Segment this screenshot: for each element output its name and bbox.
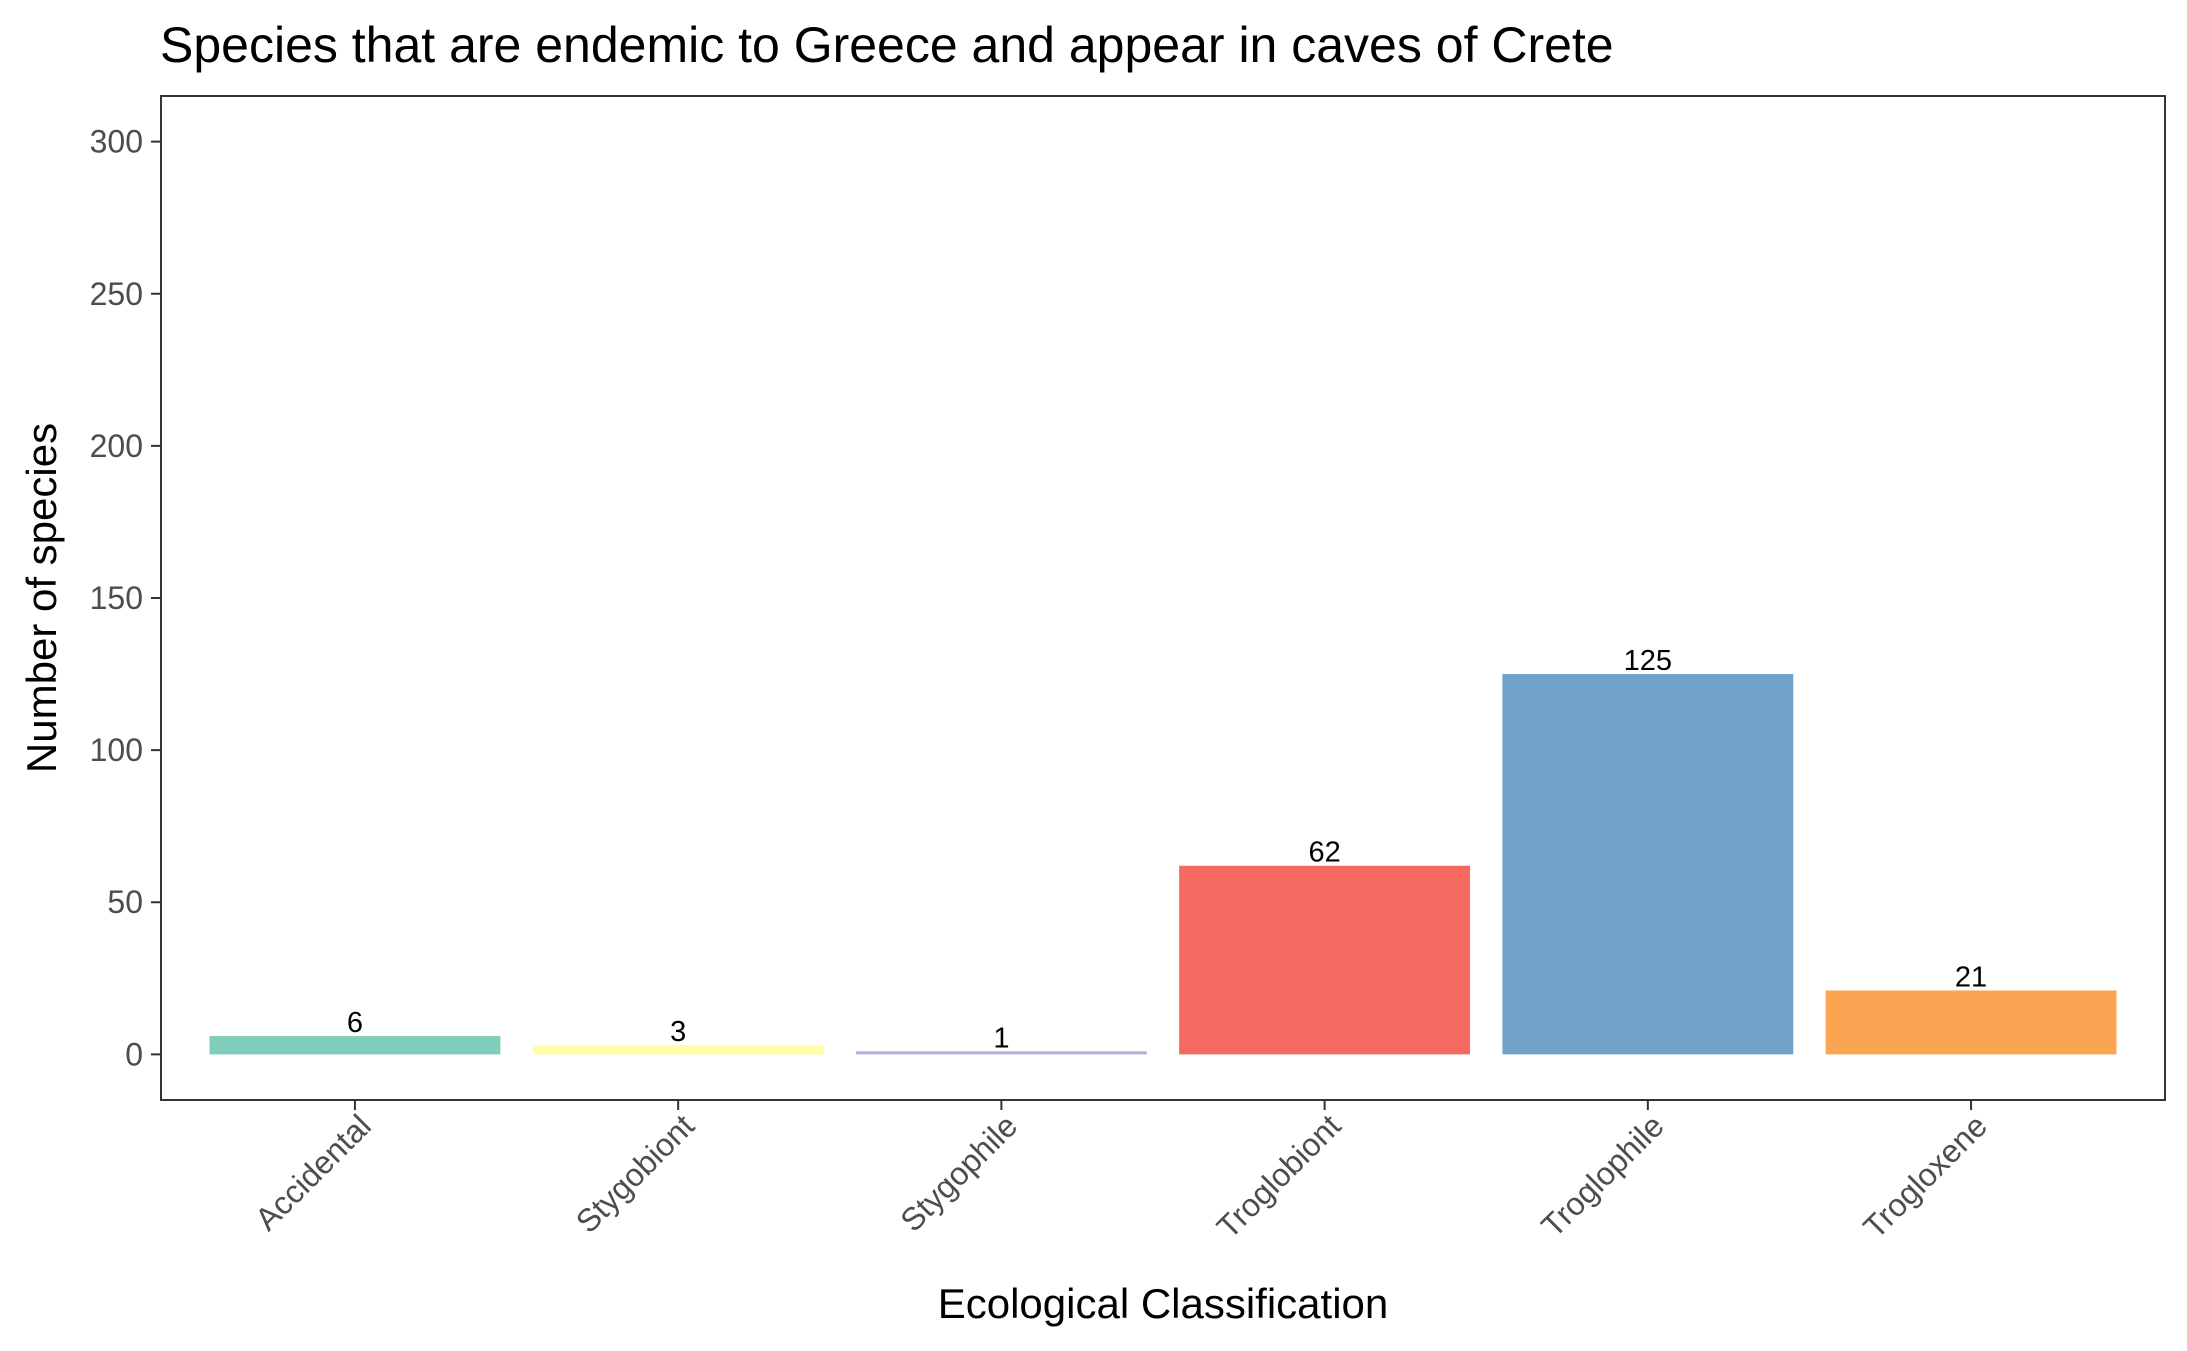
y-tick-label: 100 <box>90 732 143 768</box>
x-tick-label: Stygophile <box>893 1107 1024 1238</box>
y-axis-ticks <box>151 140 161 1056</box>
bar-troglobiont <box>1179 865 1471 1055</box>
bar-value-label: 3 <box>670 1016 686 1048</box>
y-axis-tick-labels: 0 50 100 150 200 250 300 <box>90 124 143 1073</box>
bar-accidental <box>209 1036 501 1055</box>
bar-stygobiont <box>532 1045 824 1055</box>
bar-value-label: 6 <box>347 1007 363 1039</box>
x-axis-tick-labels: Accidental Stygobiont Stygophile Troglobion… <box>248 1107 1994 1245</box>
x-tick-label: Accidental <box>248 1107 378 1237</box>
y-tick-label: 0 <box>125 1036 143 1072</box>
bar-stygophile <box>855 1051 1147 1055</box>
y-axis-title: Number of species <box>18 423 65 773</box>
bar-value-label: 125 <box>1624 645 1672 677</box>
y-tick-label: 250 <box>90 276 143 312</box>
x-tick-label: Troglobiont <box>1210 1107 1348 1245</box>
y-tick-label: 200 <box>90 428 143 464</box>
chart-title: Species that are endemic to Greece and a… <box>160 17 1614 73</box>
y-tick-label: 300 <box>90 124 143 160</box>
x-tick-label: Troglophile <box>1534 1107 1671 1244</box>
x-axis-ticks <box>353 1100 1973 1110</box>
bar-trogloxene <box>1825 990 2117 1055</box>
x-tick-label: Trogloxene <box>1856 1107 1994 1245</box>
y-tick-label: 150 <box>90 580 143 616</box>
bar-data-labels: 6 3 1 62 125 21 <box>347 645 1987 1054</box>
bars <box>209 674 2117 1055</box>
x-axis-title: Ecological Classification <box>938 1280 1389 1327</box>
plot-panel <box>160 95 2166 1101</box>
y-tick-label: 50 <box>107 884 143 920</box>
bar-troglophile <box>1502 674 1794 1055</box>
bar-value-label: 21 <box>1955 961 1987 993</box>
x-tick-label: Stygobiont <box>569 1107 701 1239</box>
bar-value-label: 62 <box>1308 837 1340 869</box>
bar-value-label: 1 <box>993 1022 1009 1054</box>
